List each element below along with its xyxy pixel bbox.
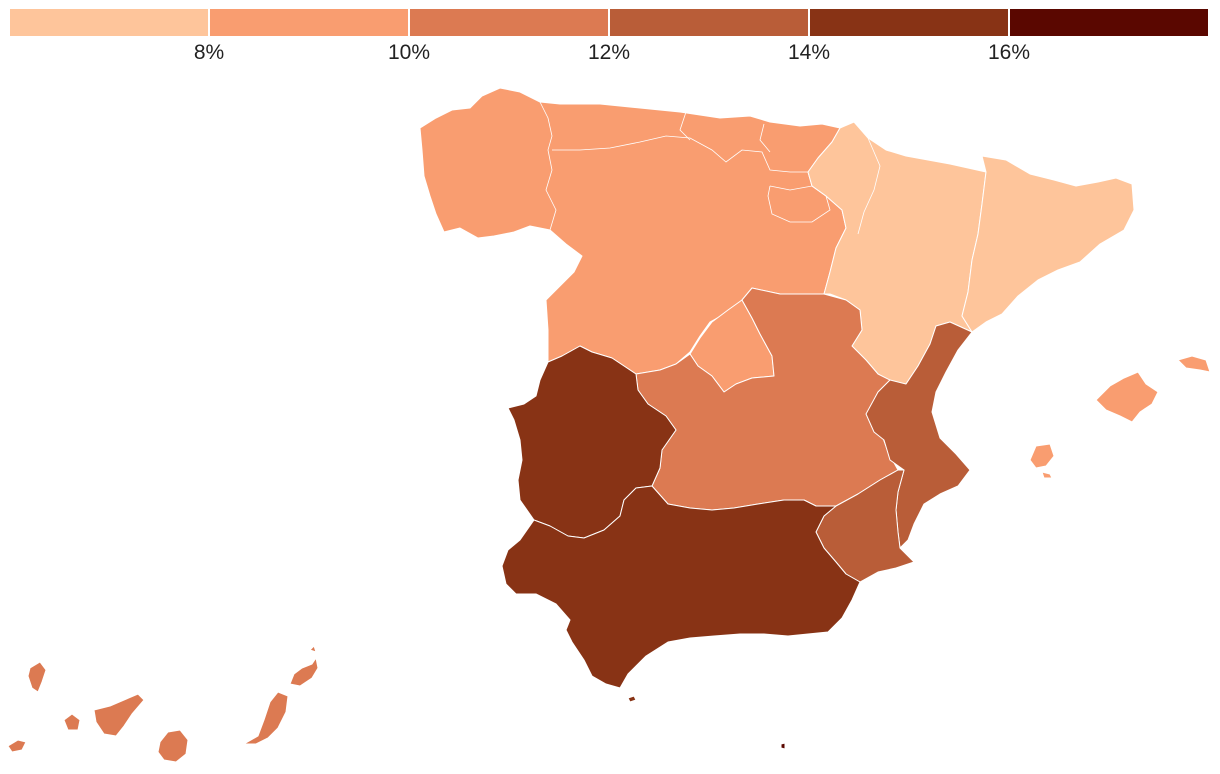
region-balearic-formentera[interactable]	[1041, 471, 1053, 479]
province-border	[539, 101, 557, 231]
region-melilla[interactable]	[780, 742, 786, 750]
region-catalonia[interactable]	[961, 155, 1135, 333]
region-ceuta[interactable]	[627, 695, 637, 703]
legend-swatch	[810, 9, 1008, 36]
region-canary-la-palma[interactable]	[27, 661, 47, 693]
province-border	[552, 135, 808, 173]
province-border	[759, 123, 771, 153]
legend-swatch	[210, 9, 408, 36]
legend-tick-label: 10%	[387, 41, 431, 64]
region-balearic-mallorca[interactable]	[1095, 371, 1159, 423]
legend-swatch	[610, 9, 808, 36]
province-border	[679, 111, 691, 141]
region-andalusia[interactable]	[501, 485, 861, 689]
legend-tick-label: 14%	[787, 41, 831, 64]
region-canary-lanzarote[interactable]	[289, 657, 319, 687]
legend-swatch	[410, 9, 608, 36]
region-canary-tenerife[interactable]	[93, 693, 145, 737]
region-canary-la-gomera[interactable]	[63, 713, 81, 731]
legend-swatch	[1010, 9, 1208, 36]
region-canary-fuerteventura[interactable]	[243, 691, 289, 745]
region-canary-gran-canaria[interactable]	[157, 729, 189, 763]
legend-tick-label: 12%	[587, 41, 631, 64]
province-border	[767, 185, 831, 223]
legend-tick-label: 16%	[987, 41, 1031, 64]
region-balearic-ibiza[interactable]	[1029, 443, 1055, 469]
legend-tick-label: 8%	[193, 41, 225, 64]
color-legend: 8% 10% 12% 14% 16%	[0, 0, 1220, 70]
region-balearic-menorca[interactable]	[1177, 355, 1211, 373]
region-canary-islet[interactable]	[309, 645, 317, 653]
legend-swatch	[10, 9, 208, 36]
region-canary-el-hierro[interactable]	[7, 739, 27, 753]
province-border	[857, 137, 881, 235]
